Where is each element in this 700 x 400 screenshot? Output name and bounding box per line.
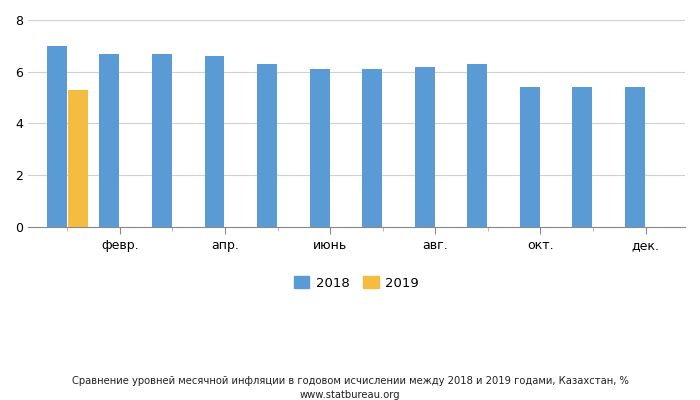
Bar xyxy=(520,87,540,227)
Bar xyxy=(309,69,330,227)
Bar xyxy=(257,64,277,227)
Bar xyxy=(152,54,172,227)
Bar xyxy=(68,90,88,227)
Bar xyxy=(625,87,645,227)
Text: Сравнение уровней месячной инфляции в годовом исчислении между 2018 и 2019 годам: Сравнение уровней месячной инфляции в го… xyxy=(71,376,629,386)
Bar xyxy=(99,54,119,227)
Bar xyxy=(362,69,382,227)
Legend: 2018, 2019: 2018, 2019 xyxy=(288,271,424,295)
Bar xyxy=(573,87,592,227)
Bar xyxy=(47,46,66,227)
Bar xyxy=(468,64,487,227)
Bar xyxy=(415,66,435,227)
Bar xyxy=(204,56,225,227)
Text: www.statbureau.org: www.statbureau.org xyxy=(300,390,400,400)
